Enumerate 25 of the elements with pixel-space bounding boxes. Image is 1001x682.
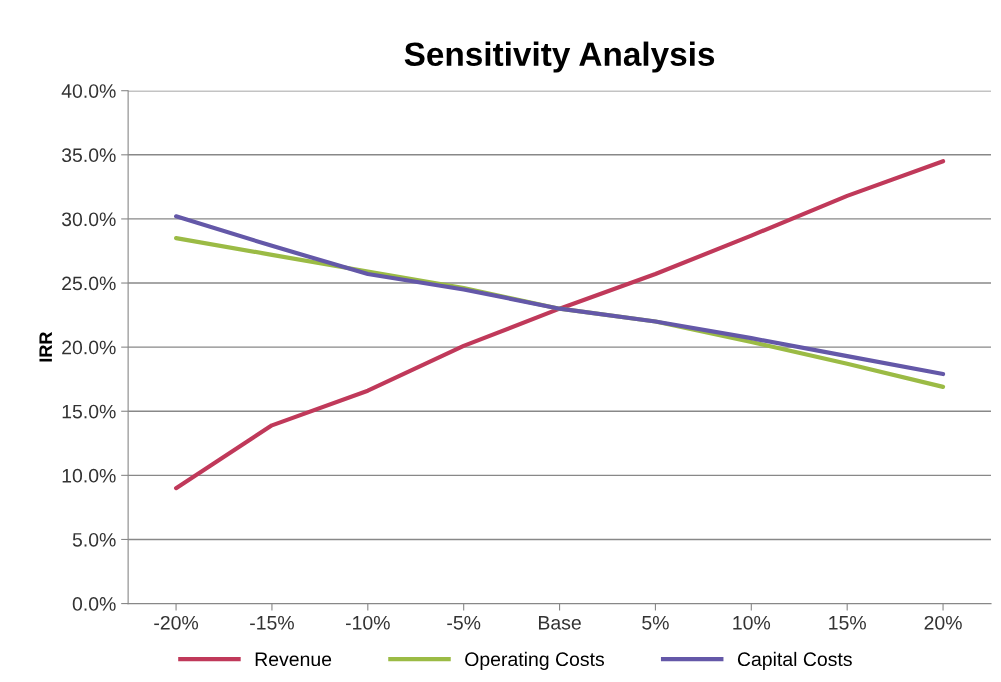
- x-tick-label: 5%: [642, 615, 669, 630]
- y-tick-label: 30.0%: [61, 212, 116, 227]
- y-tick-label: 5.0%: [72, 532, 116, 547]
- y-tick-label: 10.0%: [62, 468, 116, 483]
- y-axis-title: IRR: [39, 331, 52, 362]
- x-tick-label: -15%: [250, 615, 294, 630]
- line-series: [173, 159, 946, 491]
- legend-label: Operating Costs: [465, 651, 605, 670]
- x-tick-label: -10%: [345, 615, 390, 630]
- x-tick-label: 20%: [924, 615, 962, 630]
- line-series: [173, 214, 946, 377]
- y-tick-label: 35.0%: [61, 148, 116, 163]
- legend-label: Capital Costs: [737, 651, 852, 670]
- x-tick-label: -20%: [154, 615, 199, 630]
- x-tick-label: 15%: [829, 615, 866, 630]
- x-tick-label: -5%: [447, 615, 481, 630]
- y-tick-label: 25.0%: [62, 276, 116, 291]
- x-tick-label: 10%: [733, 615, 771, 630]
- legend-label: Revenue: [255, 652, 332, 667]
- y-tick-label: 40.0%: [61, 84, 116, 98]
- y-tick-label: 20.0%: [62, 340, 116, 355]
- chart-title: Sensitivity Analysis: [404, 41, 715, 73]
- y-tick-label: 15.0%: [62, 404, 116, 419]
- x-tick-label: Base: [538, 616, 581, 630]
- y-tick-label: 0.0%: [72, 597, 116, 611]
